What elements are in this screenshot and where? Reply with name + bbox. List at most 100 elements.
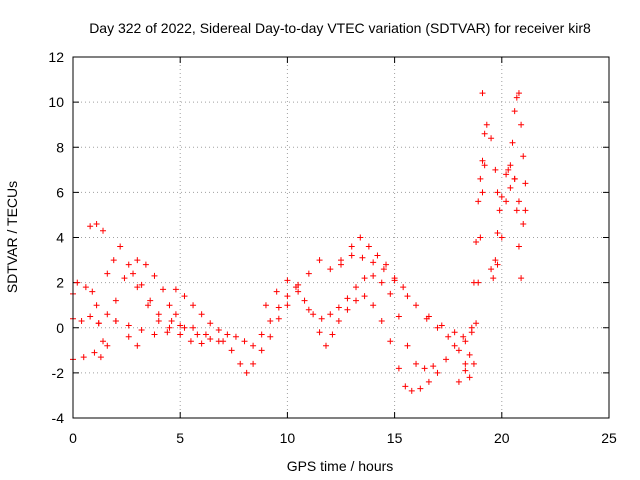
- data-point: [488, 135, 495, 142]
- data-point: [181, 293, 188, 300]
- data-point: [408, 387, 415, 394]
- data-point: [232, 333, 239, 340]
- data-point: [460, 333, 467, 340]
- data-point: [258, 347, 265, 354]
- data-point: [400, 284, 407, 291]
- data-point: [258, 331, 265, 338]
- data-point: [494, 229, 501, 236]
- data-point: [198, 311, 205, 318]
- data-point: [353, 297, 360, 304]
- y-tick-label: -4: [52, 410, 65, 426]
- data-point: [335, 304, 342, 311]
- series-track-f: [112, 270, 227, 345]
- y-tick-label: -2: [52, 365, 65, 381]
- data-point: [488, 266, 495, 273]
- data-point: [498, 234, 505, 241]
- data-point: [198, 340, 205, 347]
- data-point: [228, 347, 235, 354]
- data-point: [134, 257, 141, 264]
- data-point: [507, 162, 514, 169]
- series-track-m: [423, 162, 488, 381]
- data-point: [462, 360, 469, 367]
- y-tick-label: 4: [56, 230, 64, 246]
- data-point: [503, 198, 510, 205]
- grid: [73, 57, 609, 418]
- x-tick-label: 0: [69, 430, 77, 446]
- data-point: [423, 315, 430, 322]
- data-point: [451, 342, 458, 349]
- data-point: [194, 331, 201, 338]
- data-point: [284, 302, 291, 309]
- data-point: [462, 338, 469, 345]
- data-point: [112, 317, 119, 324]
- data-point: [380, 266, 387, 273]
- data-point: [455, 378, 462, 385]
- data-point: [104, 270, 111, 277]
- data-point: [100, 227, 107, 234]
- data-point: [395, 365, 402, 372]
- data-point: [138, 281, 145, 288]
- data-point: [190, 324, 197, 331]
- data-point: [338, 257, 344, 264]
- data-point: [168, 317, 175, 324]
- data-point: [151, 272, 158, 279]
- data-point: [89, 288, 96, 295]
- data-point: [74, 279, 81, 286]
- data-point: [155, 317, 162, 324]
- series-track-c: [70, 279, 111, 349]
- data-point: [492, 166, 499, 173]
- data-point: [100, 338, 107, 345]
- data-point: [117, 243, 124, 250]
- data-point: [507, 184, 514, 191]
- data-point: [505, 166, 512, 173]
- x-tick-label: 25: [601, 430, 617, 446]
- data-point: [473, 239, 480, 246]
- data-point: [402, 383, 409, 390]
- data-point: [455, 347, 462, 354]
- series-track-i: [172, 272, 437, 372]
- data-point: [479, 90, 486, 97]
- data-point: [112, 297, 119, 304]
- data-point: [515, 198, 522, 205]
- data-point: [327, 311, 334, 318]
- data-point: [275, 304, 282, 311]
- data-point: [503, 171, 510, 178]
- data-point: [155, 311, 162, 318]
- data-point: [518, 121, 525, 128]
- data-point: [316, 257, 323, 264]
- data-point: [329, 331, 336, 338]
- data-point: [91, 349, 98, 356]
- data-point: [494, 189, 501, 196]
- data-point: [207, 336, 214, 343]
- data-point: [413, 302, 420, 309]
- data-point: [395, 313, 402, 320]
- data-point: [357, 234, 364, 241]
- data-point: [404, 342, 411, 349]
- data-point: [348, 243, 355, 250]
- data-point: [164, 329, 171, 336]
- data-point: [172, 311, 179, 318]
- data-point: [481, 162, 488, 169]
- data-point: [335, 317, 342, 324]
- data-series: [70, 90, 529, 394]
- data-point: [468, 324, 475, 331]
- data-point: [359, 254, 366, 261]
- data-point: [267, 317, 274, 324]
- data-point: [477, 175, 484, 182]
- data-point: [295, 288, 302, 295]
- data-point: [80, 354, 87, 361]
- data-point: [327, 266, 334, 273]
- data-point: [361, 293, 368, 300]
- data-point: [404, 293, 411, 300]
- data-point: [430, 363, 437, 370]
- data-point: [344, 306, 351, 313]
- data-point: [322, 342, 329, 349]
- data-point: [95, 320, 102, 327]
- data-point: [275, 315, 282, 322]
- data-point: [241, 338, 248, 345]
- data-point: [160, 286, 167, 293]
- data-point: [87, 223, 94, 230]
- data-point: [134, 284, 141, 291]
- data-point: [273, 288, 280, 295]
- data-point: [370, 272, 377, 279]
